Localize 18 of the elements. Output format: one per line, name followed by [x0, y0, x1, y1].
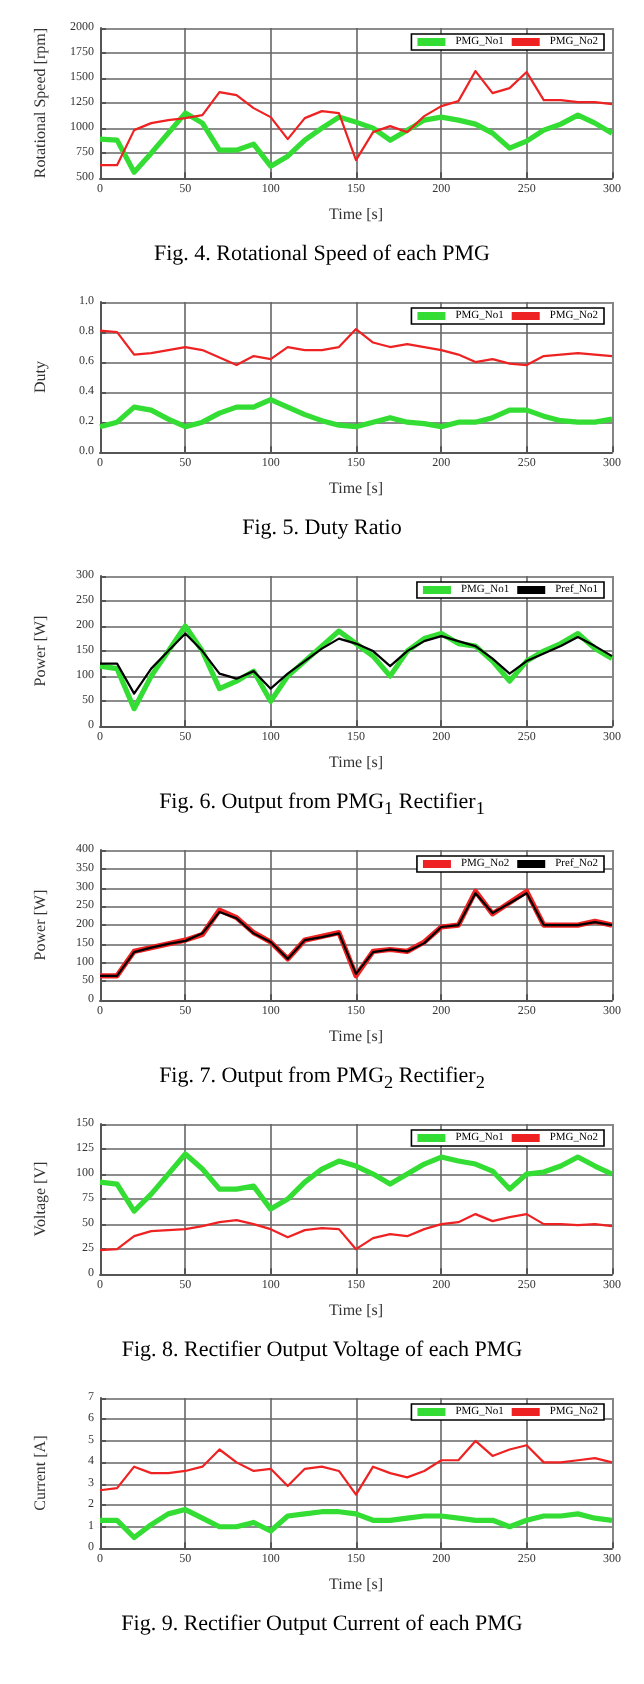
x-axis-title: Time [s] [328, 205, 384, 223]
x-axis-title: Time [s] [328, 753, 384, 771]
x-axis-title: Time [s] [328, 1575, 384, 1593]
text: Fig. 7. Output from PMG$_{2}$ Rectifier$_{2}$ [157, 1062, 487, 1097]
text: Fig. 5. Duty Ratio [240, 514, 404, 544]
text: Fig. 6. Output from PMG$_{1}$ Rectifier$_{1}$ [157, 788, 487, 823]
x-axis-title: Time [s] [328, 1027, 384, 1045]
y-axis-title: Rotational Speed [rpm] [31, 27, 49, 179]
y-axis-title: Duty [31, 361, 49, 394]
x-axis-title: Time [s] [328, 1301, 384, 1319]
y-axis-title: Power [W] [31, 889, 49, 961]
text: Fig. 8. Rectifier Output Voltage of each PMG [119, 1336, 525, 1366]
y-axis-title: Voltage [V] [31, 1161, 49, 1237]
text: Fig. 4. Rotational Speed of each PMG [151, 240, 493, 270]
y-axis-title: Power [W] [31, 615, 49, 687]
x-axis-title: Time [s] [328, 479, 384, 497]
text: Fig. 9. Rectifier Output Current of each PMG [119, 1610, 525, 1640]
y-axis-title: Current [A] [31, 1434, 49, 1511]
